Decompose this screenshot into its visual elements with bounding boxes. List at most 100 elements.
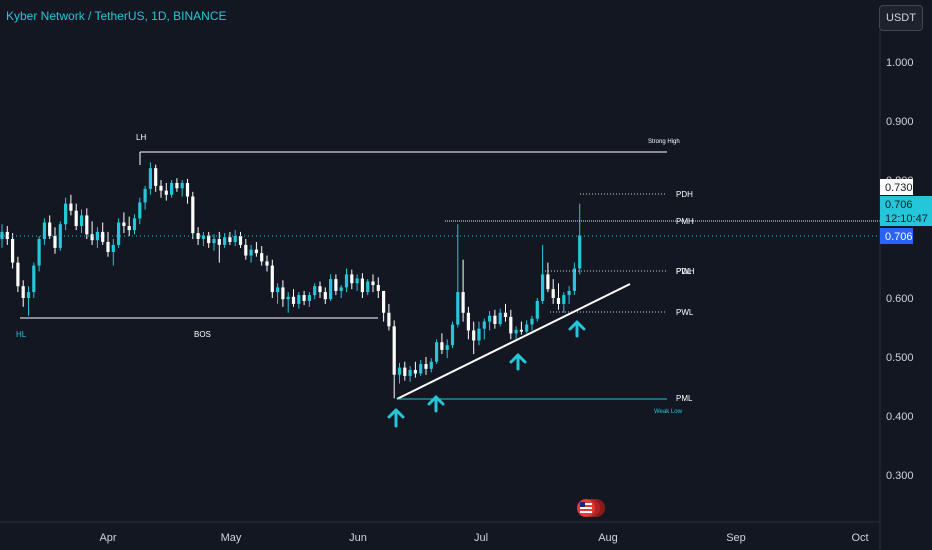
trendline[interactable] — [396, 283, 631, 400]
candle-body — [360, 278, 364, 293]
candle — [164, 182, 168, 201]
candle-body — [567, 290, 571, 296]
candle-body — [26, 292, 31, 298]
candle-body — [228, 237, 232, 242]
candle-body — [376, 285, 380, 291]
candle-body — [127, 226, 131, 231]
time-tick-label: Sep — [726, 532, 746, 544]
candle — [191, 191, 195, 239]
candle-body — [392, 326, 396, 375]
candle — [403, 361, 407, 381]
candle — [408, 365, 412, 382]
candle-body — [233, 236, 237, 242]
candle — [69, 194, 73, 216]
us-flag-icon[interactable] — [577, 499, 605, 517]
candle — [238, 231, 243, 248]
candle — [445, 339, 449, 359]
candle-body — [488, 315, 492, 322]
candle-body — [445, 345, 449, 350]
candle — [217, 231, 221, 263]
countdown-text: 12:10:47 — [885, 213, 928, 225]
candle-body — [477, 328, 481, 341]
candle-body — [578, 235, 582, 269]
candle — [535, 298, 539, 322]
candle — [26, 286, 31, 316]
candle — [472, 321, 476, 355]
candle — [228, 231, 232, 245]
candle-body — [48, 222, 52, 237]
candle — [64, 197, 68, 231]
candle — [551, 279, 555, 304]
candle — [270, 259, 274, 298]
candle — [0, 224, 4, 248]
price-tick-label: 0.900 — [886, 116, 914, 128]
candle-body — [450, 324, 455, 346]
pwl-label: PWL — [676, 308, 694, 317]
candle — [207, 231, 211, 248]
pmh-label: PMH — [676, 217, 694, 226]
candle-body — [260, 253, 264, 262]
candle-body — [95, 231, 99, 241]
candle — [339, 285, 343, 298]
candle — [519, 321, 523, 335]
candle-body — [276, 287, 280, 293]
candle — [175, 178, 179, 192]
candle-body — [403, 367, 407, 376]
pdh-label: PDH — [676, 190, 693, 199]
candle-body — [339, 287, 343, 291]
candle-body — [318, 286, 322, 293]
candle-body — [562, 295, 566, 304]
up-arrow-icon — [387, 408, 405, 428]
candle-body — [111, 244, 115, 252]
candle-body — [286, 296, 290, 300]
currency-button[interactable]: USDT — [879, 5, 923, 31]
candle — [53, 227, 57, 254]
candle-body — [90, 234, 94, 241]
bos-label: BOS — [194, 330, 211, 339]
candle-body — [429, 361, 433, 369]
candle-body — [551, 289, 555, 298]
candle-body — [270, 265, 274, 293]
candle-body — [64, 203, 68, 225]
price-tick-label: 0.600 — [886, 293, 914, 305]
candle — [556, 283, 561, 310]
candle — [196, 227, 200, 245]
candle — [127, 216, 131, 237]
candle — [488, 310, 492, 331]
candle-body — [440, 342, 444, 350]
candle — [572, 262, 576, 296]
candle — [329, 274, 333, 301]
candle — [477, 321, 481, 346]
candle — [154, 164, 158, 192]
candle-body — [297, 295, 301, 304]
time-axis[interactable]: Apr May Jun Jul Aug Sep Oct — [99, 532, 868, 544]
price-tick-label: 1.000 — [886, 57, 914, 69]
candle — [122, 212, 126, 234]
candle-body — [37, 239, 41, 266]
candle — [291, 289, 296, 307]
candle — [371, 274, 375, 293]
candle — [334, 274, 338, 296]
candle — [48, 215, 52, 239]
candle — [541, 244, 545, 304]
candle — [143, 185, 147, 210]
candle-body — [101, 231, 105, 242]
lh-label: LH — [136, 133, 146, 142]
candle-body — [456, 292, 460, 325]
candle — [101, 222, 105, 245]
candle-body — [535, 300, 539, 319]
candle — [11, 233, 15, 269]
candle — [281, 280, 285, 307]
candle — [90, 221, 94, 245]
candle — [578, 203, 582, 275]
price-tick-label: 0.500 — [886, 352, 914, 364]
candle-body — [196, 233, 200, 239]
candle — [360, 273, 364, 298]
candle-body — [74, 210, 78, 227]
candle-body — [291, 296, 296, 304]
weak-low-label: Weak Low — [654, 409, 683, 415]
candle-body — [482, 321, 486, 329]
candle — [276, 283, 280, 304]
